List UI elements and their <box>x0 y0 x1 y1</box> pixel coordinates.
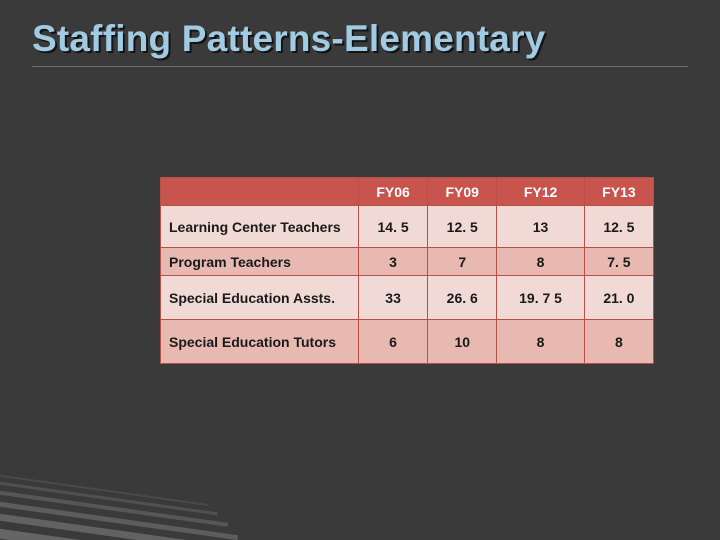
cell: 13 <box>497 206 584 248</box>
cell: 26. 6 <box>428 276 497 320</box>
table-row: Learning Center Teachers 14. 5 12. 5 13 … <box>161 206 654 248</box>
col-header-fy06: FY06 <box>359 178 428 206</box>
cell: 8 <box>497 248 584 276</box>
accent-line <box>0 479 218 515</box>
corner-accent <box>0 430 220 540</box>
row-label: Special Education Tutors <box>161 320 359 364</box>
staffing-table: FY06 FY09 FY12 FY13 Learning Center Teac… <box>160 177 654 364</box>
cell: 3 <box>359 248 428 276</box>
accent-line <box>0 472 208 506</box>
row-label: Program Teachers <box>161 248 359 276</box>
cell: 8 <box>497 320 584 364</box>
col-header-fy13: FY13 <box>584 178 653 206</box>
page-title: Staffing Patterns-Elementary <box>32 18 688 67</box>
cell: 8 <box>584 320 653 364</box>
cell: 12. 5 <box>428 206 497 248</box>
accent-line <box>0 526 259 540</box>
table-header-row: FY06 FY09 FY12 FY13 <box>161 178 654 206</box>
cell: 12. 5 <box>584 206 653 248</box>
table-row: Special Education Assts. 33 26. 6 19. 7 … <box>161 276 654 320</box>
table-row: Program Teachers 3 7 8 7. 5 <box>161 248 654 276</box>
accent-line <box>0 511 248 540</box>
col-header-fy09: FY09 <box>428 178 497 206</box>
staffing-table-wrap: FY06 FY09 FY12 FY13 Learning Center Teac… <box>160 177 654 364</box>
slide: Staffing Patterns-Elementary FY06 FY09 F… <box>0 0 720 540</box>
col-header-blank <box>161 178 359 206</box>
table-row: Special Education Tutors 6 10 8 8 <box>161 320 654 364</box>
cell: 7 <box>428 248 497 276</box>
cell: 6 <box>359 320 428 364</box>
row-label: Special Education Assts. <box>161 276 359 320</box>
cell: 7. 5 <box>584 248 653 276</box>
col-header-fy12: FY12 <box>497 178 584 206</box>
cell: 21. 0 <box>584 276 653 320</box>
cell: 33 <box>359 276 428 320</box>
cell: 10 <box>428 320 497 364</box>
accent-line <box>0 488 228 527</box>
accent-line <box>0 499 238 540</box>
cell: 19. 7 5 <box>497 276 584 320</box>
row-label: Learning Center Teachers <box>161 206 359 248</box>
cell: 14. 5 <box>359 206 428 248</box>
